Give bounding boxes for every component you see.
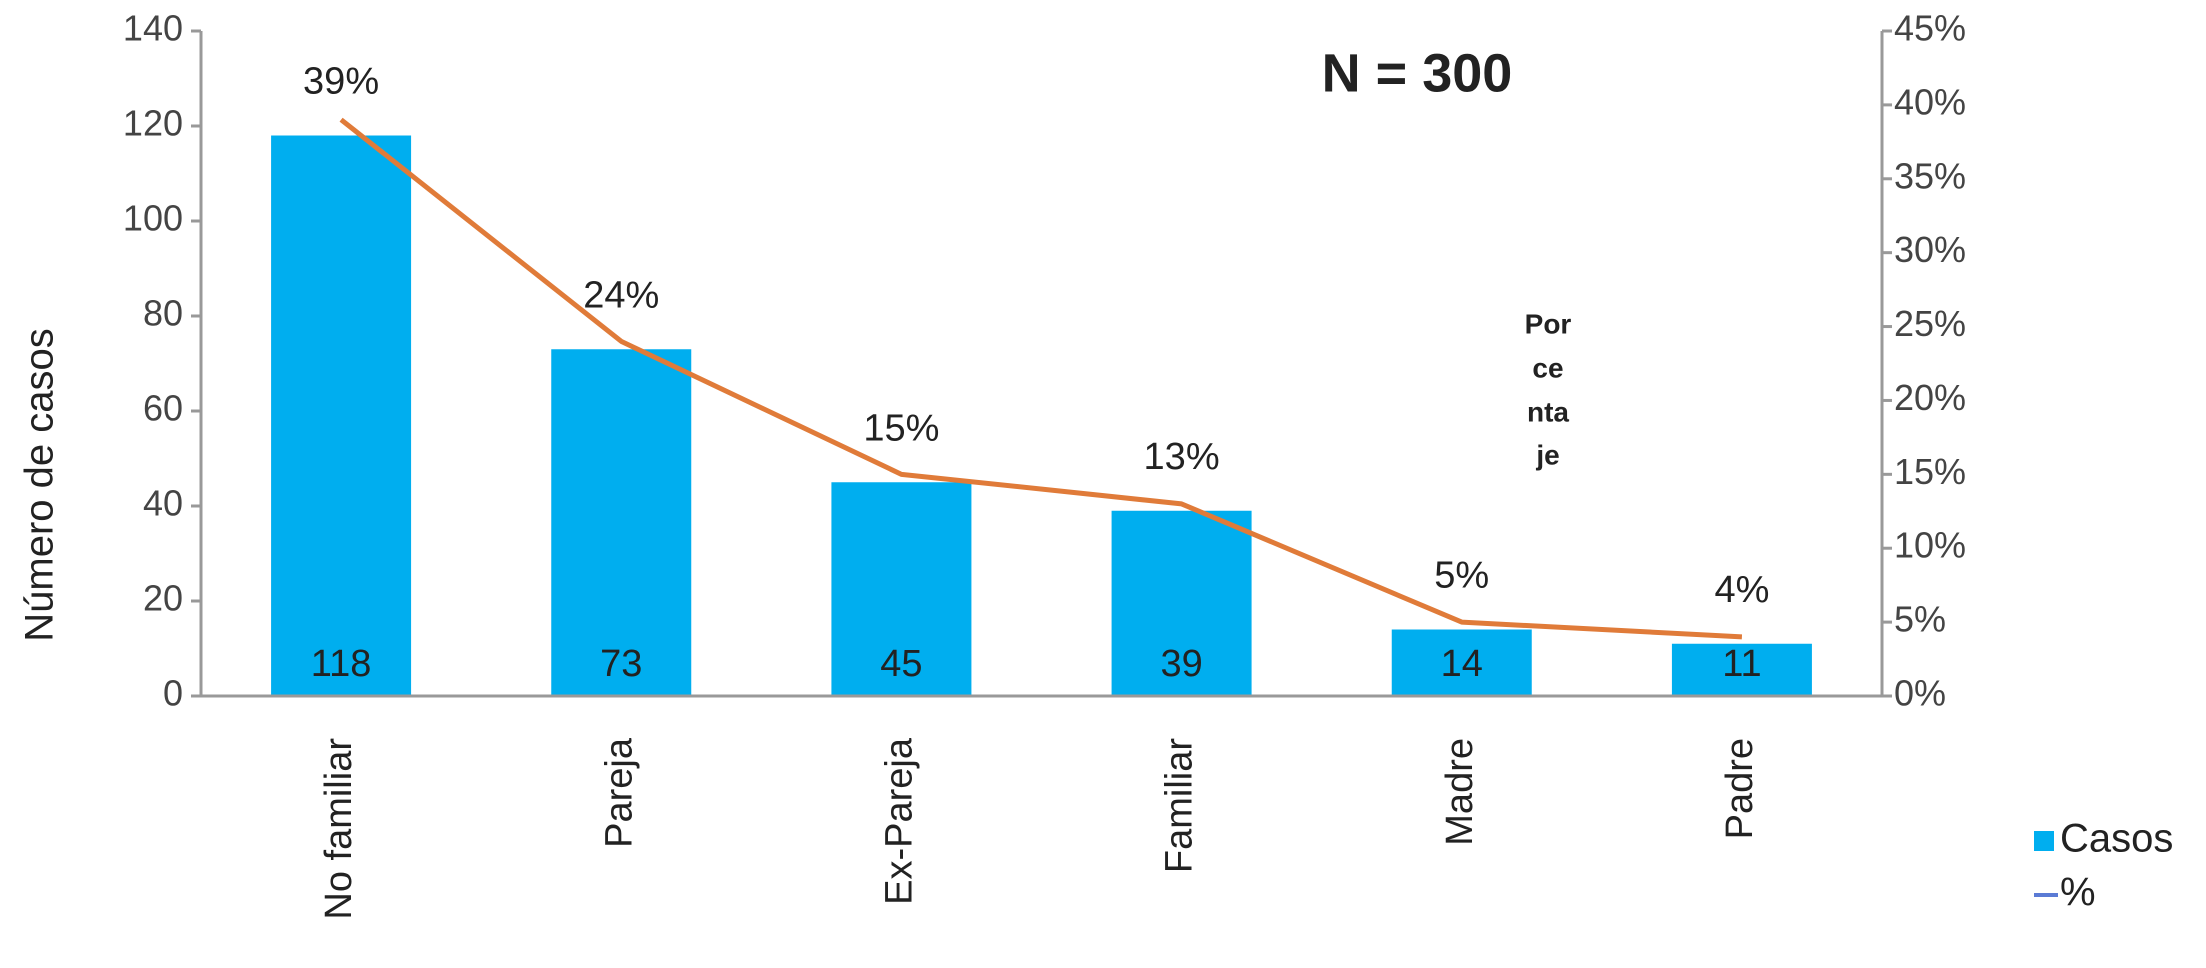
y2-tick-label: 45% (1894, 8, 1966, 49)
y-tick-label: 0 (163, 673, 183, 714)
y-axis-label: Número de casos (18, 328, 62, 641)
percent-label: 4% (1714, 569, 1769, 611)
percent-label: 24% (583, 274, 659, 316)
percent-label: 15% (863, 407, 939, 449)
note-line: Por (1525, 308, 1572, 339)
y-tick-label: 40 (143, 483, 183, 524)
sample-size-annotation: N = 300 (1322, 43, 1513, 103)
y2-tick-label: 10% (1894, 525, 1966, 566)
percent-label: 5% (1434, 555, 1489, 597)
bar-value-label: 39 (1160, 643, 1202, 685)
legend-label: Casos (2060, 817, 2173, 861)
y2-tick-label: 35% (1894, 155, 1966, 196)
y2-tick-label: 0% (1894, 673, 1946, 714)
percent-label: 13% (1144, 436, 1220, 478)
legend-swatch (2034, 831, 2054, 851)
y-tick-label: 100 (123, 198, 183, 239)
bar (831, 482, 972, 696)
y-tick-label: 20 (143, 578, 183, 619)
y2-tick-label: 30% (1894, 229, 1966, 270)
y2-tick-label: 40% (1894, 81, 1966, 122)
note-line: je (1535, 439, 1559, 470)
x-tick-label: No familiar (318, 738, 360, 920)
bar (1671, 643, 1812, 696)
y-tick-label: 80 (143, 293, 183, 334)
bar-value-label: 73 (600, 643, 642, 685)
bar-value-label: 11 (1722, 643, 1761, 685)
note-line: ce (1532, 352, 1563, 383)
percent-line (339, 117, 1743, 640)
y-tick-label: 140 (123, 8, 183, 49)
y-tick-label: 60 (143, 388, 183, 429)
x-tick-label: Madre (1439, 738, 1481, 846)
bar-value-label: 118 (311, 643, 372, 685)
bar-value-label: 14 (1441, 643, 1483, 685)
x-tick-label: Pareja (598, 737, 640, 848)
bar (551, 349, 692, 696)
percent-label: 39% (303, 61, 379, 103)
bar-value-label: 45 (880, 643, 922, 685)
y2-tick-label: 5% (1894, 599, 1946, 640)
x-tick-label: Familiar (1159, 738, 1201, 873)
bar (1111, 510, 1252, 696)
y2-tick-label: 15% (1894, 451, 1966, 492)
y2-tick-label: 25% (1894, 303, 1966, 344)
y2-tick-label: 20% (1894, 377, 1966, 418)
legend-label: % (2060, 871, 2096, 915)
x-tick-label: Ex-Pareja (878, 737, 920, 905)
bar (1391, 629, 1532, 696)
x-tick-label: Padre (1719, 738, 1761, 839)
note-line: nta (1527, 396, 1569, 427)
bar (271, 135, 412, 696)
y-tick-label: 120 (123, 103, 183, 144)
